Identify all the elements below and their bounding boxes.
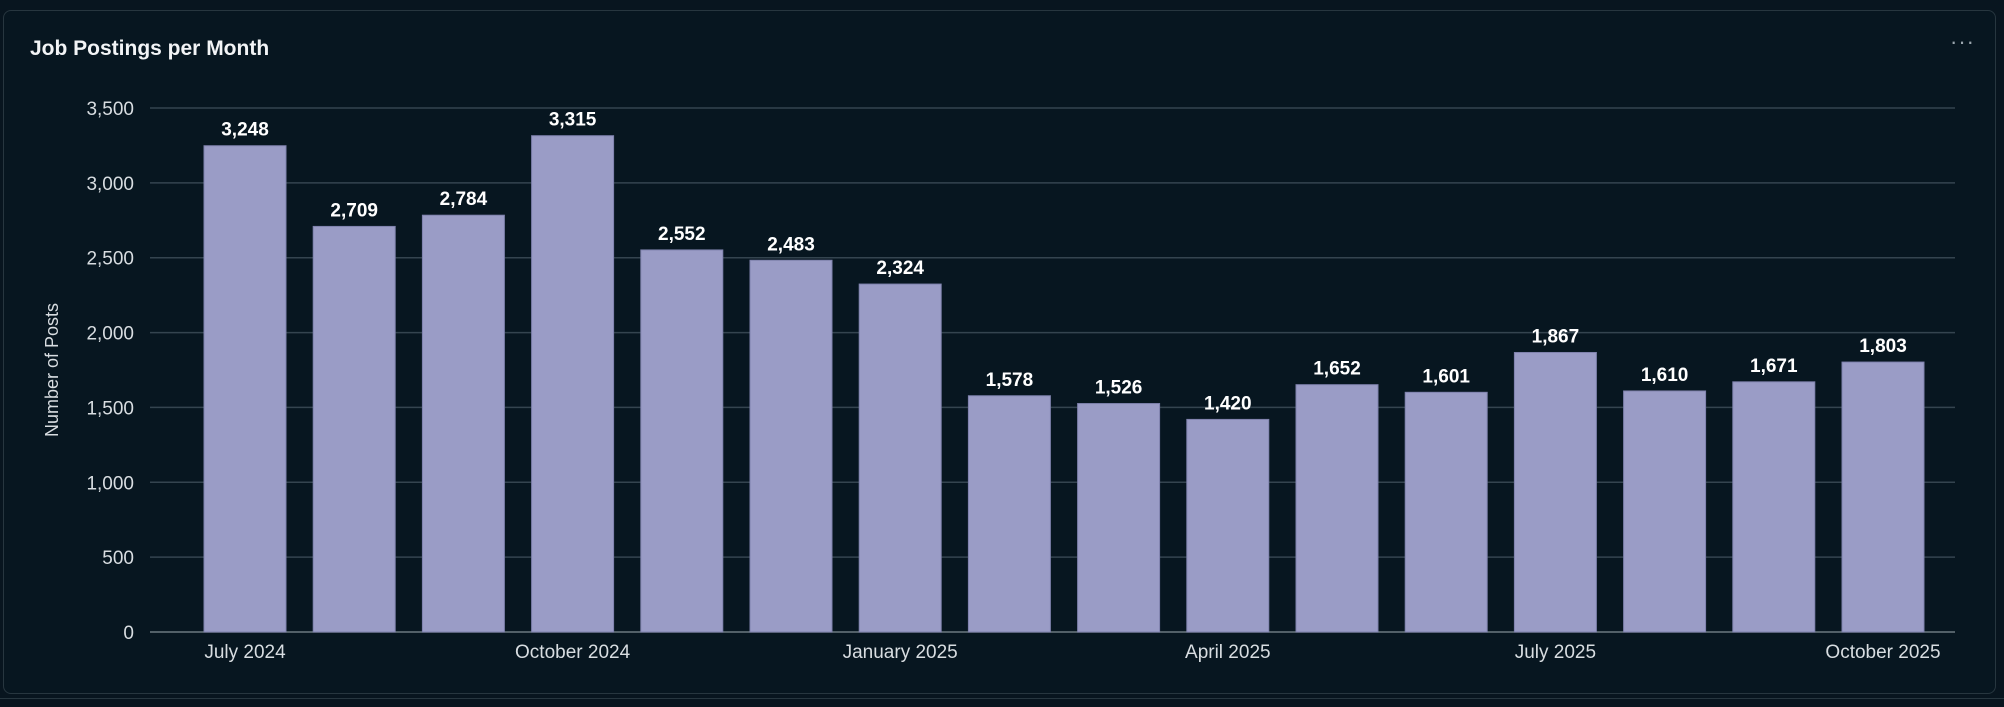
bar-may-2025 — [1295, 384, 1379, 633]
bar-september-2025 — [1732, 381, 1816, 633]
x-tick-label: January 2025 — [843, 642, 958, 663]
x-tick-label: July 2025 — [1515, 642, 1596, 663]
y-tick-label: 0 — [123, 623, 134, 644]
data-label: 1,652 — [1313, 359, 1361, 380]
data-label: 1,610 — [1641, 365, 1689, 386]
bar-february-2025 — [967, 395, 1051, 633]
y-tick-label: 1,000 — [86, 473, 134, 494]
bar-december-2024 — [749, 259, 833, 633]
x-tick-label: July 2024 — [204, 642, 286, 663]
data-label: 1,671 — [1750, 356, 1798, 377]
data-label: 1,803 — [1859, 336, 1907, 357]
bar-september-2024 — [421, 214, 505, 633]
x-tick-label: April 2025 — [1185, 642, 1271, 663]
bar-july-2024 — [203, 145, 287, 633]
bar-august-2025 — [1623, 390, 1707, 633]
y-tick-label: 2,000 — [86, 324, 134, 345]
y-tick-label: 500 — [102, 548, 134, 569]
y-tick-label: 1,500 — [86, 398, 134, 419]
divider — [0, 698, 2004, 699]
data-label: 2,552 — [658, 224, 706, 245]
data-label: 3,248 — [221, 120, 269, 141]
data-label: 1,420 — [1204, 393, 1252, 414]
bar-october-2024 — [531, 135, 615, 633]
data-label: 2,784 — [440, 189, 488, 210]
bar-march-2025 — [1077, 403, 1161, 633]
y-tick-label: 3,500 — [86, 99, 134, 120]
y-tick-label: 2,500 — [86, 249, 134, 270]
data-label: 1,578 — [986, 370, 1034, 391]
data-label: 1,526 — [1095, 378, 1143, 399]
data-label: 2,709 — [330, 200, 378, 221]
bar-january-2025 — [858, 283, 942, 633]
y-tick-label: 3,000 — [86, 174, 134, 195]
data-label: 1,601 — [1422, 366, 1470, 387]
x-tick-label: October 2024 — [515, 642, 631, 663]
data-label: 1,867 — [1532, 326, 1580, 347]
bar-july-2025 — [1513, 351, 1597, 633]
bar-august-2024 — [312, 225, 396, 633]
bar-april-2025 — [1186, 418, 1270, 633]
bar-november-2024 — [640, 249, 724, 633]
data-label: 2,324 — [876, 258, 924, 279]
x-tick-label: October 2025 — [1825, 642, 1940, 663]
bar-october-2025 — [1841, 361, 1925, 633]
data-label: 3,315 — [549, 110, 597, 131]
y-axis-label: Number of Posts — [42, 303, 62, 437]
chart-title: Job Postings per Month — [30, 37, 270, 60]
more-horizontal-icon[interactable]: ··· — [1950, 29, 1975, 54]
data-label: 2,483 — [767, 234, 815, 255]
bar-june-2025 — [1404, 391, 1488, 633]
